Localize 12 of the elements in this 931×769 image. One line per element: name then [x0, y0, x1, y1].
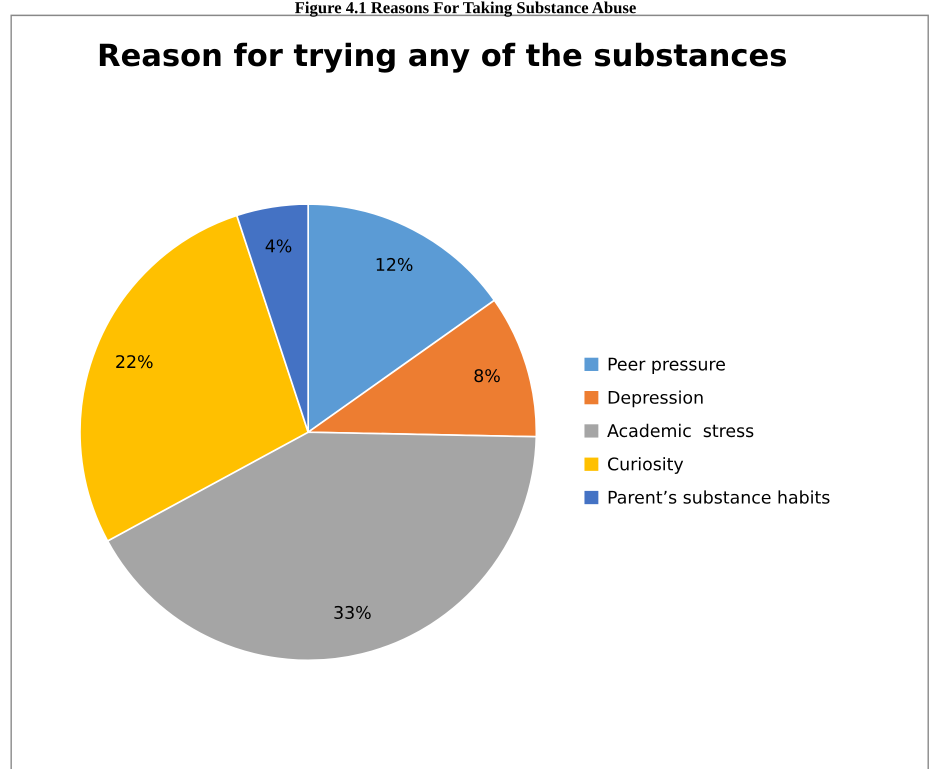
legend-label: Depression	[608, 390, 703, 408]
caption: Figure 4.1 Reasons For Taking Substance Abuse	[294, 2, 636, 17]
data-label: 12%	[376, 258, 412, 272]
legend-label: Curiosity	[608, 457, 684, 474]
legend-label: Peer pressure	[608, 358, 725, 374]
data-label: 33%	[334, 606, 371, 620]
chart-title: Reason for trying any of the substances	[100, 42, 786, 73]
legend-label: Parent’s substance habits	[608, 490, 830, 504]
data-label: 22%	[116, 355, 153, 368]
data-label: 8%	[474, 369, 500, 382]
legend-label: Academic stress	[607, 424, 754, 438]
data-label: 4%	[266, 239, 292, 252]
